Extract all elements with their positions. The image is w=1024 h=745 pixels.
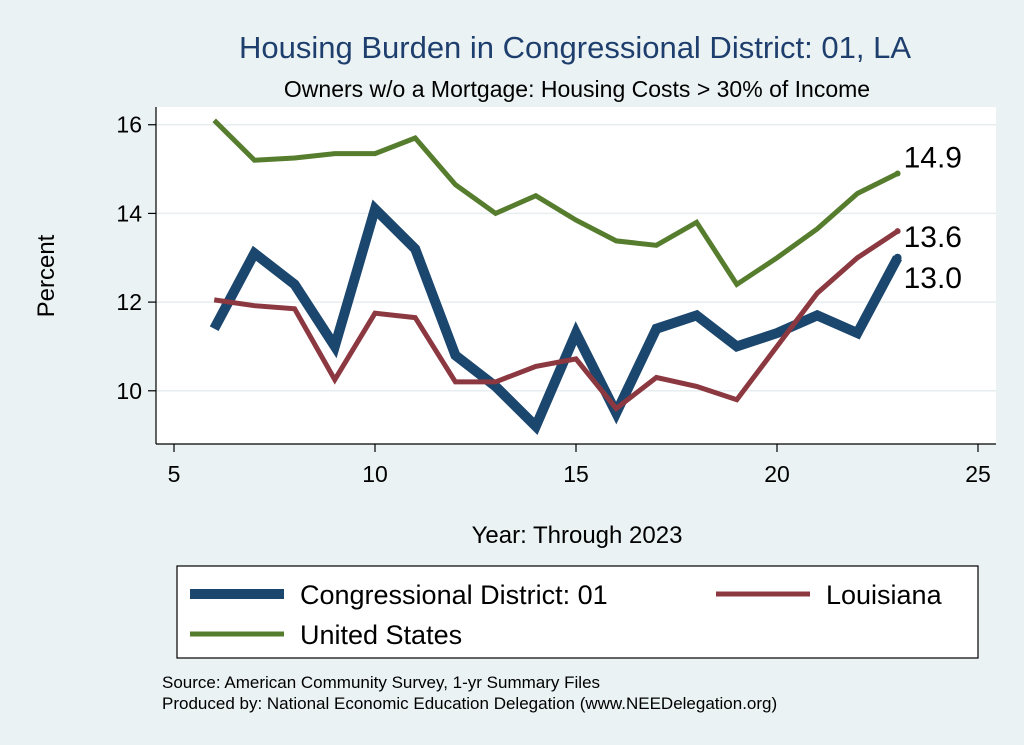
series-end-point (893, 253, 902, 262)
series-lines (209, 118, 903, 436)
series-line (213, 229, 899, 412)
legend-label: Louisiana (826, 580, 943, 610)
legend: Congressional District: 01 Louisiana Unite… (190, 580, 943, 650)
end-labels: 13.0 13.6 14.9 (904, 142, 962, 295)
series-end-point (894, 170, 901, 177)
x-tick-label: 25 (965, 461, 991, 487)
plot-area (156, 107, 996, 444)
legend-label: Congressional District: 01 (300, 580, 608, 610)
x-tick-label: 15 (563, 461, 589, 487)
x-tick-label: 10 (362, 461, 388, 487)
y-axis-title: Percent (33, 234, 60, 317)
source-note: Source: American Community Survey, 1-yr … (162, 673, 600, 692)
y-tick-label: 12 (116, 289, 142, 315)
end-value-label: 13.6 (904, 221, 962, 254)
gridlines (156, 123, 996, 392)
y-tick-label: 10 (116, 378, 142, 404)
end-value-label: 13.0 (904, 262, 962, 295)
end-value-label: 14.9 (904, 142, 962, 175)
y-tick-label: 16 (116, 112, 142, 138)
legend-box (176, 565, 979, 659)
x-tick-label: 20 (764, 461, 790, 487)
series-end-point (894, 228, 901, 235)
legend-label: United States (300, 620, 462, 650)
series-line (209, 199, 903, 436)
y-axis-ticks: 10 12 14 16 (116, 112, 156, 404)
series-line (212, 118, 899, 288)
x-axis-title: Year: Through 2023 (472, 522, 683, 549)
y-tick-label: 14 (116, 200, 142, 226)
x-tick-label: 5 (168, 461, 181, 487)
chart-subtitle: Owners w/o a Mortgage: Housing Costs > 3… (284, 76, 870, 102)
x-axis-ticks: 5 10 15 20 25 (168, 444, 991, 487)
chart-title: Housing Burden in Congressional District… (239, 30, 911, 65)
produced-by-note: Produced by: National Economic Education… (162, 694, 777, 713)
